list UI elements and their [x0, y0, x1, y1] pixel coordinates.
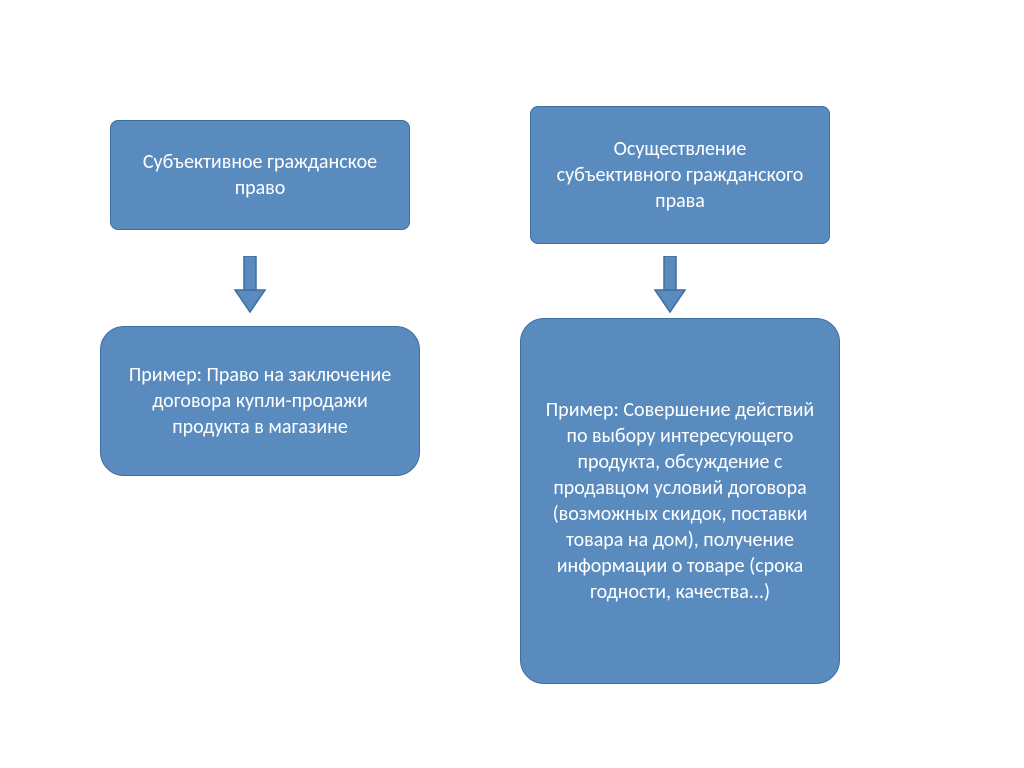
node-label: Пример: Совершение действий по выбору ин… — [539, 397, 821, 605]
node-label: Субъективное гражданское право — [131, 149, 389, 201]
node-example-contract-right: Пример: Право на заключение договора куп… — [100, 326, 420, 476]
node-label: Пример: Право на заключение договора куп… — [125, 362, 395, 440]
node-label: Осуществление субъективного гражданского… — [551, 136, 809, 214]
node-subjective-civil-right: Субъективное гражданское право — [110, 120, 410, 230]
node-exercise-of-subjective-civil-right: Осуществление субъективного гражданского… — [530, 106, 830, 244]
arrow-down-icon — [650, 256, 690, 321]
arrow-down-icon — [230, 256, 270, 321]
node-example-exercise-actions: Пример: Совершение действий по выбору ин… — [520, 318, 840, 684]
